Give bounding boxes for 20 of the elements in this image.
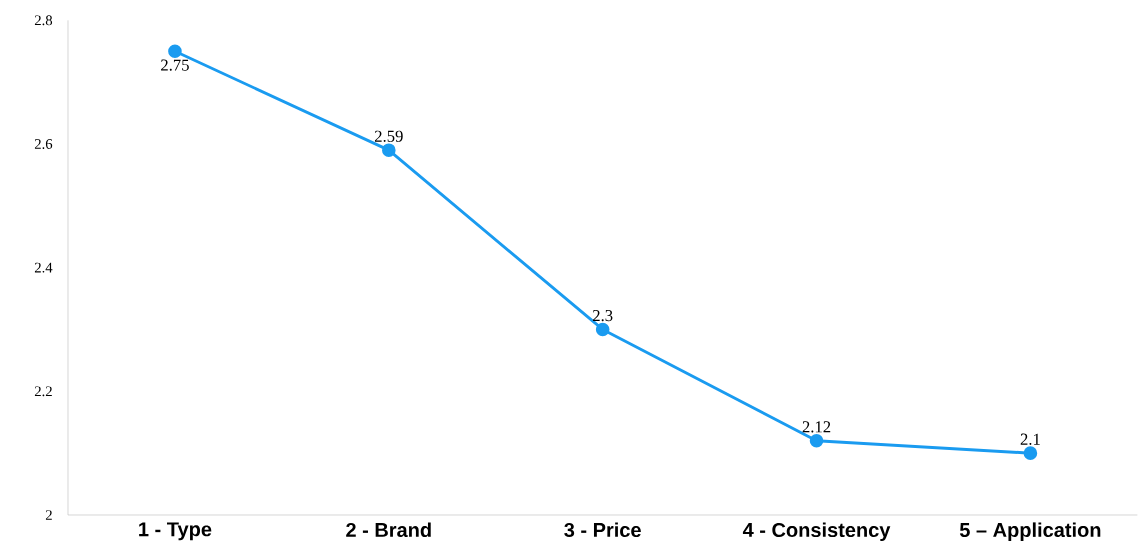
data-label: 2.1 — [1020, 433, 1040, 445]
point — [1023, 446, 1038, 460]
point — [809, 434, 824, 448]
data-label: 2.59 — [374, 130, 403, 142]
x-tick-label: 4 - Consistency — [742, 522, 891, 542]
data-label: 2.75 — [161, 59, 189, 71]
y-tick-label: 2.6 — [34, 139, 53, 149]
y-tick-label: 2.8 — [34, 15, 53, 26]
point — [168, 44, 182, 59]
x-tick-label: 1 - Type — [139, 522, 212, 541]
point — [595, 322, 610, 337]
x-tick-label: 2 - Brand — [346, 522, 431, 538]
data-label: 2.12 — [802, 421, 831, 433]
y-tick-label: 2.2 — [34, 386, 52, 397]
x-tick-label: 3 - Price — [564, 522, 641, 538]
y-tick-label: 2.4 — [34, 262, 53, 273]
x-tick-label: 5 – Application — [959, 522, 1101, 542]
y-tick-label: 2 — [45, 510, 52, 520]
data-label: 2.3 — [592, 309, 613, 322]
point — [382, 143, 396, 157]
